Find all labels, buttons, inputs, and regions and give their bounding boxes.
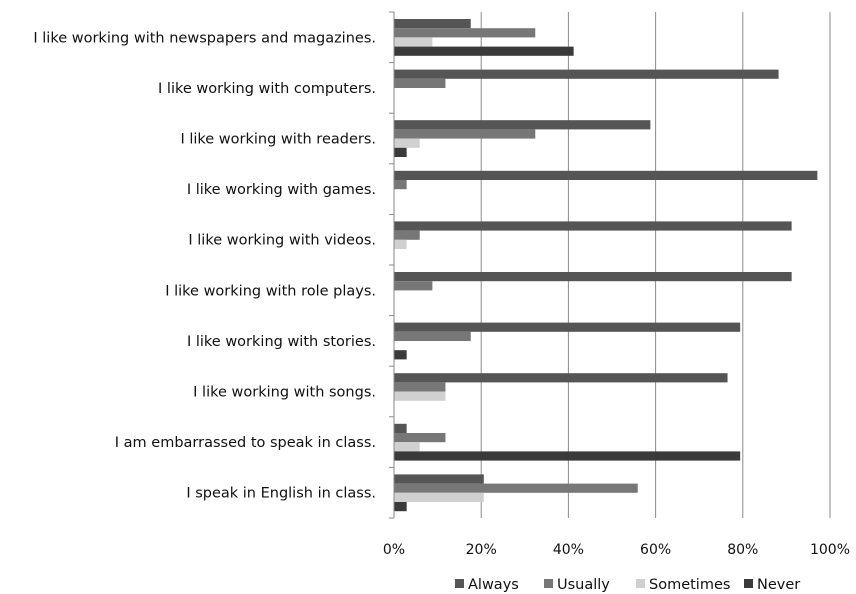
- category-label: I like working with games.: [187, 182, 376, 198]
- bar-always: [394, 423, 407, 433]
- bar-usually: [394, 78, 446, 88]
- category-label: I like working with role plays.: [165, 283, 376, 299]
- legend-label: Always: [468, 577, 519, 593]
- legend-swatch: [636, 579, 645, 588]
- bar-usually: [394, 28, 536, 38]
- bar-sometimes: [394, 492, 484, 502]
- value-axis: [389, 11, 395, 519]
- bar-usually: [394, 129, 536, 139]
- bar-always: [394, 120, 651, 130]
- x-tick-label: 60%: [640, 542, 671, 558]
- bar-never: [394, 502, 407, 512]
- x-tick-label: 80%: [727, 542, 758, 558]
- bar-never: [394, 350, 407, 360]
- gridlines: [393, 12, 831, 518]
- category-label: I like working with stories.: [187, 334, 376, 350]
- bar-usually: [394, 433, 446, 443]
- bar-never: [394, 147, 407, 157]
- bar-sometimes: [394, 138, 420, 148]
- bar-usually: [394, 483, 638, 493]
- x-tick-label: 20%: [466, 542, 497, 558]
- bar-sometimes: [394, 391, 446, 401]
- bar-never: [394, 46, 574, 56]
- category-label: I like working with videos.: [188, 233, 376, 249]
- bar-usually: [394, 230, 420, 240]
- bar-always: [394, 322, 741, 332]
- bar-always: [394, 221, 792, 231]
- x-tick-label: 100%: [810, 542, 850, 558]
- category-label: I like working with newspapers and magaz…: [33, 30, 376, 46]
- bars: [394, 19, 818, 512]
- bar-always: [394, 19, 471, 29]
- bar-sometimes: [394, 442, 420, 452]
- category-labels: I like working with newspapers and magaz…: [33, 30, 376, 501]
- bar-sometimes: [394, 37, 433, 47]
- bar-usually: [394, 382, 446, 392]
- tick-labels: 0% 20% 40% 60% 80% 100%: [383, 542, 850, 558]
- bar-always: [394, 272, 792, 282]
- legend: Always Usually Sometimes Never: [455, 577, 800, 593]
- bar-always: [394, 373, 728, 383]
- bar-usually: [394, 180, 407, 190]
- legend-label: Usually: [557, 577, 610, 593]
- category-label: I like working with readers.: [180, 132, 376, 148]
- bar-always: [394, 474, 484, 484]
- bar-usually: [394, 281, 433, 291]
- legend-swatch: [744, 579, 753, 588]
- legend-label: Sometimes: [649, 577, 730, 593]
- category-label: I speak in English in class.: [186, 486, 376, 502]
- legend-swatch: [544, 579, 553, 588]
- bar-sometimes: [394, 239, 407, 249]
- x-tick-label: 40%: [553, 542, 584, 558]
- category-label: I like working with songs.: [193, 385, 376, 401]
- bar-always: [394, 170, 818, 180]
- x-tick-label: 0%: [383, 542, 405, 558]
- legend-label: Never: [757, 577, 800, 593]
- bar-always: [394, 69, 779, 79]
- legend-swatch: [455, 579, 464, 588]
- category-label: I like working with computers.: [158, 81, 376, 97]
- category-label: I am embarrassed to speak in class.: [115, 435, 376, 451]
- bar-never: [394, 451, 741, 461]
- bar-usually: [394, 331, 471, 341]
